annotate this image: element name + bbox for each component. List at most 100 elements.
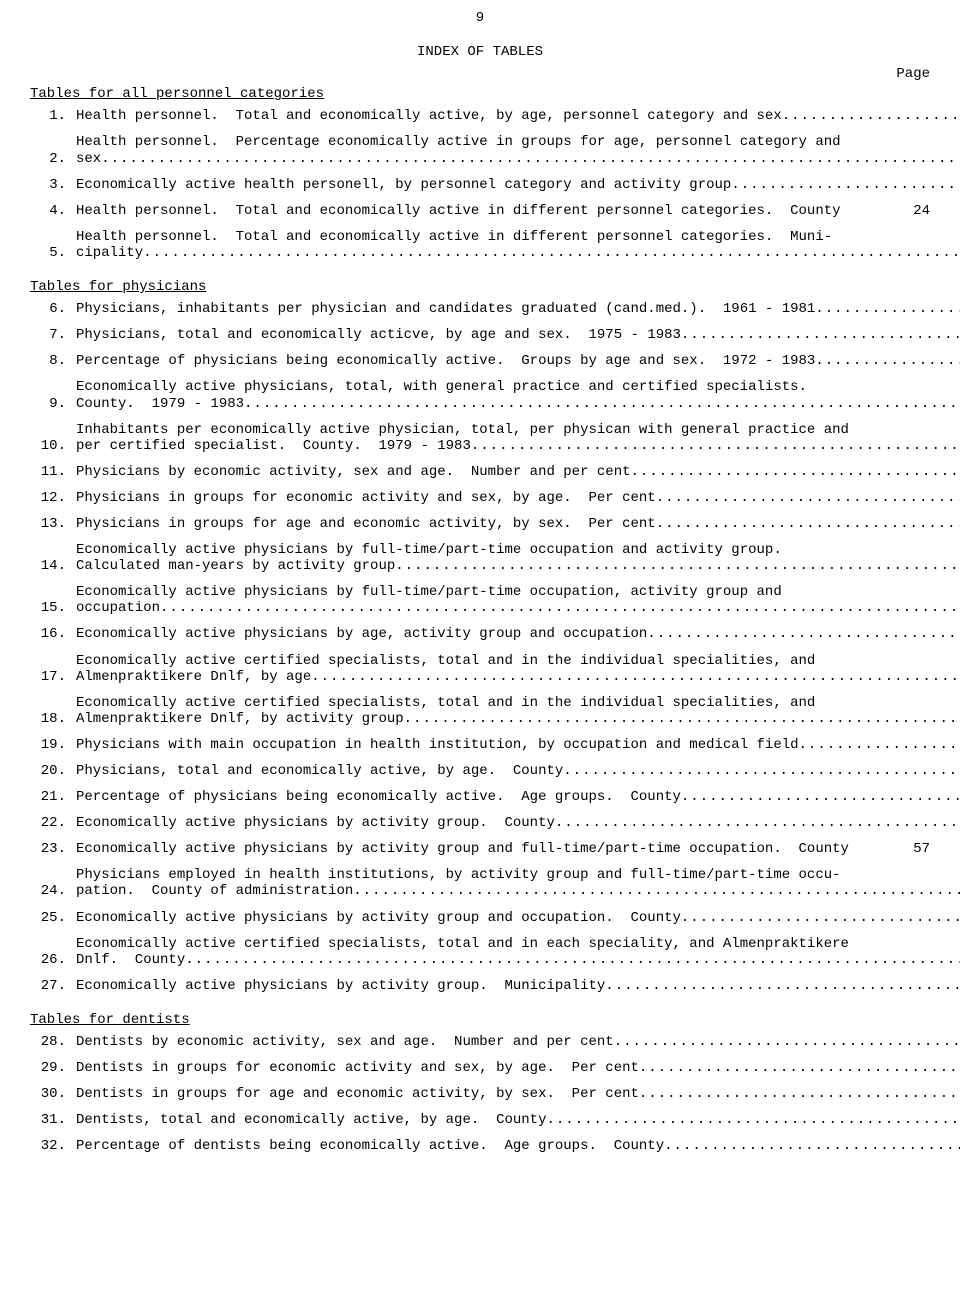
index-entry: 21.Percentage of physicians being econom… — [30, 789, 930, 805]
entry-text: Percentage of physicians being economica… — [76, 789, 960, 805]
entry-text-line: Economically active physicians by full-t… — [76, 542, 960, 558]
entry-number: 16. — [30, 626, 76, 642]
index-entry: 24.Physicians employed in health institu… — [30, 867, 930, 899]
leader-dots — [664, 1138, 960, 1154]
index-entry: 10.Inhabitants per economically active p… — [30, 422, 930, 454]
entry-number: 25. — [30, 910, 76, 926]
entry-number: 27. — [30, 978, 76, 994]
index-entry: 18.Economically active certified special… — [30, 695, 930, 727]
entry-text-line: Economically active physicians by activi… — [76, 815, 555, 831]
index-entry: 15.Economically active physicians by ful… — [30, 584, 930, 616]
leader-dots — [404, 711, 960, 727]
entry-text-line: Economically active certified specialist… — [76, 653, 960, 669]
leader-dots — [395, 558, 960, 574]
index-entry: 13.Physicians in groups for age and econ… — [30, 516, 930, 532]
entry-text: Economically active physicians by activi… — [76, 841, 886, 857]
index-entry: 4.Health personnel. Total and economical… — [30, 203, 930, 219]
leader-dots — [353, 883, 960, 899]
entry-text-line: per certified specialist. County. 1979 -… — [76, 438, 471, 454]
index-entry: 28.Dentists by economic activity, sex an… — [30, 1034, 930, 1050]
entry-text: Inhabitants per economically active phys… — [76, 422, 960, 454]
entry-number: 5. — [30, 245, 76, 261]
index-entry: 7.Physicians, total and economically act… — [30, 327, 930, 343]
leader-dots — [311, 669, 960, 685]
entry-number: 26. — [30, 952, 76, 968]
index-entry: 2.Health personnel. Percentage economica… — [30, 134, 930, 166]
index-entry: 11.Physicians by economic activity, sex … — [30, 464, 930, 480]
entry-number: 3. — [30, 177, 76, 193]
entry-number: 8. — [30, 353, 76, 369]
entry-number: 17. — [30, 669, 76, 685]
entry-text-line: Economically active physicians by activi… — [76, 910, 681, 926]
index-entry: 23.Economically active physicians by act… — [30, 841, 930, 857]
entry-text-line: Physicians, inhabitants per physician an… — [76, 301, 815, 317]
entry-number: 32. — [30, 1138, 76, 1154]
index-entry: 32.Percentage of dentists being economic… — [30, 1138, 930, 1154]
index-entry: 29.Dentists in groups for economic activ… — [30, 1060, 930, 1076]
entry-text: Economically active physicians by full-t… — [76, 584, 960, 616]
entry-text: Health personnel. Total and economically… — [76, 229, 960, 261]
leader-dots — [815, 353, 960, 369]
entry-text: Economically active physicians by activi… — [76, 910, 960, 926]
entry-text-line: Physicians by economic activity, sex and… — [76, 464, 631, 480]
section-heading: Tables for physicians — [30, 279, 930, 295]
index-entry: 6.Physicians, inhabitants per physician … — [30, 301, 930, 317]
page-number: 9 — [30, 10, 930, 26]
entry-number: 10. — [30, 438, 76, 454]
leader-dots — [631, 464, 960, 480]
entry-text-line: Economically active physicians by full-t… — [76, 584, 960, 600]
leader-dots — [782, 108, 960, 124]
entry-text: Percentage of physicians being economica… — [76, 353, 960, 369]
index-entry: 17.Economically active certified special… — [30, 653, 930, 685]
index-entry: 3.Economically active health personell, … — [30, 177, 930, 193]
entry-text-line: Physicians employed in health institutio… — [76, 867, 960, 883]
entry-text: Physicians by economic activity, sex and… — [76, 464, 960, 480]
entry-text-line: Physicians in groups for economic activi… — [76, 490, 656, 506]
entry-text-line: County. 1979 - 1983 — [76, 396, 244, 412]
entry-number: 18. — [30, 711, 76, 727]
leader-dots — [647, 626, 960, 642]
leader-dots — [101, 151, 960, 167]
entry-text: Percentage of dentists being economicall… — [76, 1138, 960, 1154]
index-entry: 8.Percentage of physicians being economi… — [30, 353, 930, 369]
entry-number: 19. — [30, 737, 76, 753]
entry-text-line: Dnlf. County — [76, 952, 185, 968]
entry-text-line: Dentists in groups for economic activity… — [76, 1060, 639, 1076]
entry-text-line: Economically active physicians by activi… — [76, 978, 605, 994]
entry-text-line: Percentage of physicians being economica… — [76, 353, 815, 369]
entry-text-line: Percentage of dentists being economicall… — [76, 1138, 664, 1154]
entry-number: 12. — [30, 490, 76, 506]
entry-text: Physicians in groups for age and economi… — [76, 516, 960, 532]
entry-number: 7. — [30, 327, 76, 343]
entry-text: Economically active certified specialist… — [76, 653, 960, 685]
entry-text-line: sex — [76, 151, 101, 167]
entry-text: Physicians in groups for economic activi… — [76, 490, 960, 506]
index-entry: 22.Economically active physicians by act… — [30, 815, 930, 831]
entry-number: 14. — [30, 558, 76, 574]
page-column-label: Page — [30, 66, 930, 82]
leader-dots — [471, 438, 960, 454]
index-entry: 26.Economically active certified special… — [30, 936, 930, 968]
entry-number: 15. — [30, 600, 76, 616]
entry-text: Dentists by economic activity, sex and a… — [76, 1034, 960, 1050]
section-heading: Tables for dentists — [30, 1012, 930, 1028]
entry-number: 23. — [30, 841, 76, 857]
entry-text-line: Dentists by economic activity, sex and a… — [76, 1034, 614, 1050]
entry-number: 31. — [30, 1112, 76, 1128]
entry-text: Health personnel. Total and economically… — [76, 108, 960, 124]
entry-text: Economically active physicians by activi… — [76, 815, 960, 831]
entry-text-line: Dentists in groups for age and economic … — [76, 1086, 639, 1102]
entry-number: 28. — [30, 1034, 76, 1050]
leader-dots — [563, 763, 960, 779]
index-entry: 1.Health personnel. Total and economical… — [30, 108, 930, 124]
entry-text-line: Physicians in groups for age and economi… — [76, 516, 656, 532]
entry-text-line: Almenpraktikere Dnlf, by age — [76, 669, 311, 685]
entry-text-line: cipality — [76, 245, 143, 261]
leader-dots — [555, 815, 960, 831]
entry-text: Dentists, total and economically active,… — [76, 1112, 960, 1128]
document-title: INDEX OF TABLES — [30, 44, 930, 60]
entry-number: 9. — [30, 396, 76, 412]
entry-text-line: Dentists, total and economically active,… — [76, 1112, 546, 1128]
entry-text: Physicians with main occupation in healt… — [76, 737, 960, 753]
entry-number: 21. — [30, 789, 76, 805]
